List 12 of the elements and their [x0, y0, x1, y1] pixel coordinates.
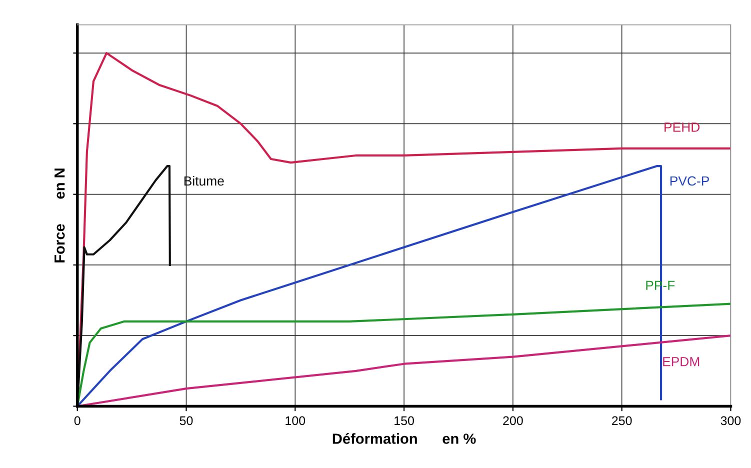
- x-tick-label: 150: [394, 416, 414, 426]
- series-label: PVC-P: [670, 176, 709, 186]
- y-axis-title: Force en N: [54, 168, 65, 262]
- x-tick-label: 250: [612, 416, 632, 426]
- x-tick-label: 100: [286, 416, 306, 426]
- x-tick-label: 50: [180, 416, 193, 426]
- x-axis-title: Déformation en %: [332, 433, 476, 444]
- x-tick-label: 300: [720, 416, 741, 426]
- x-tick-label: 200: [503, 416, 523, 426]
- series-label: EPDM: [663, 357, 700, 366]
- series-label: PEHD: [664, 122, 700, 132]
- x-tick-label: 0: [74, 416, 80, 426]
